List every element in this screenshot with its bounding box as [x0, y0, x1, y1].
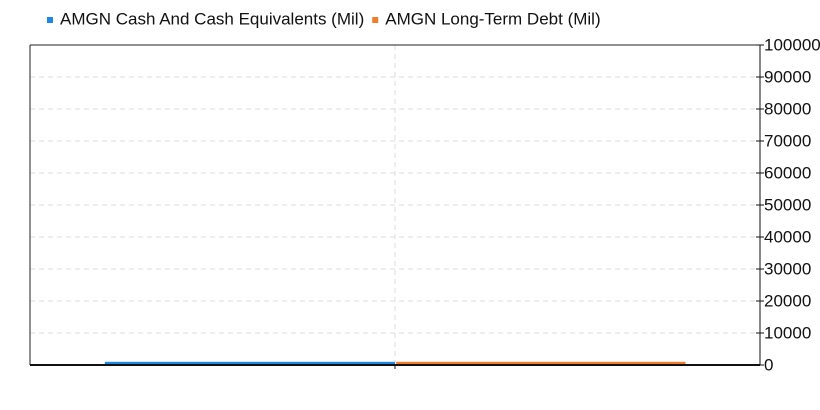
legend-swatch	[47, 17, 53, 23]
y-tick-label: 50000	[764, 195, 811, 214]
legend-swatch	[372, 17, 379, 23]
y-tick-label: 30000	[764, 259, 811, 278]
bar	[104, 361, 395, 365]
legend-label: AMGN Cash And Cash Equivalents (Mil)	[60, 9, 364, 28]
y-tick-label: 20000	[764, 291, 811, 310]
legend-label: AMGN Long-Term Debt (Mil)	[385, 9, 600, 28]
bar	[396, 361, 686, 365]
y-tick-label: 0	[764, 355, 773, 374]
y-tick-label: 80000	[764, 99, 811, 118]
y-tick-label: 90000	[764, 67, 811, 86]
y-tick-label: 100000	[764, 35, 820, 54]
y-tick-label: 10000	[764, 323, 811, 342]
y-tick-label: 60000	[764, 163, 811, 182]
y-tick-label: 40000	[764, 227, 811, 246]
y-tick-label: 70000	[764, 131, 811, 150]
